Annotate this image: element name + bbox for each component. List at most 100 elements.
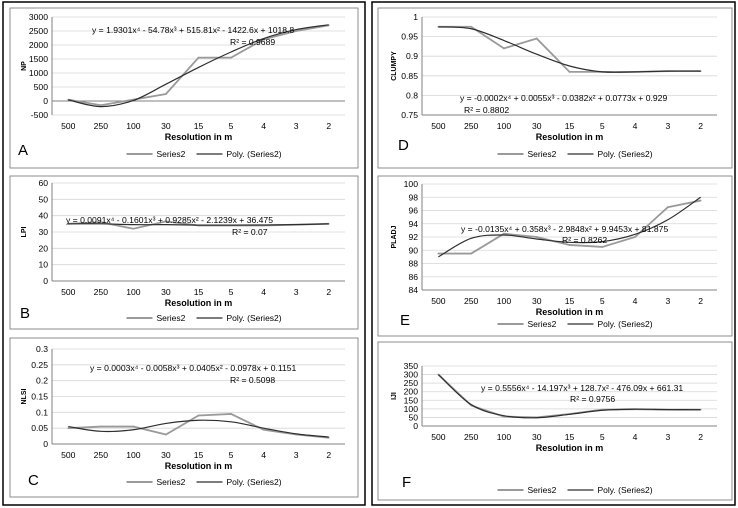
x-axis-title-e: Resolution in m [536,307,604,317]
y-axis-title-a: NP [21,61,28,71]
legend-series-label-d: Series2 [528,149,557,159]
y-tick-label-d: 0.95 [401,32,418,42]
legend-series-label-c: Series2 [157,477,186,487]
trendline-e [438,196,701,258]
series-point-e [437,252,440,255]
x-tick-label-d: 5 [600,121,605,131]
x-tick-label-b: 5 [229,287,234,297]
series-point-e [699,199,702,202]
legend-series-label-b: Series2 [157,313,186,323]
y-tick-label-a: 0 [43,96,48,106]
x-tick-label-a: 2 [326,121,331,131]
x-axis-title-a: Resolution in m [165,132,233,142]
x-tick-label-e: 30 [532,296,542,306]
y-tick-label-d: 0.85 [401,71,418,81]
x-tick-label-e: 3 [665,296,670,306]
x-tick-label-e: 15 [565,296,575,306]
series-point-d [535,37,538,40]
x-tick-label-e: 100 [497,296,512,306]
x-tick-label-b: 500 [61,287,76,297]
x-tick-label-a: 100 [126,121,141,131]
y-axis-title-e: PLADJ [391,225,398,248]
x-tick-label-e: 250 [464,296,479,306]
y-tick-label-b: 0 [43,276,48,286]
x-tick-label-b: 100 [126,287,141,297]
x-tick-label-f: 250 [464,432,479,442]
x-tick-label-d: 15 [565,121,575,131]
x-tick-label-c: 30 [161,450,171,460]
x-tick-label-a: 15 [194,121,204,131]
y-tick-label-f: 300 [404,370,419,380]
y-tick-label-e: 88 [408,259,418,269]
y-tick-label-a: 3000 [29,12,48,22]
y-tick-label-f: 0 [413,421,418,431]
chart-panel-c: 0 0.05 0.1 0.15 0.2 0.25 0.3 500 250 100 30 15 5 4 3 2 R… [9,337,359,498]
x-tick-label-c: 5 [229,450,234,460]
x-tick-label-b: 30 [161,287,171,297]
series-point-a [99,104,102,107]
y-tick-label-d: 1 [413,12,418,22]
y-axis-title-f: IJI [391,392,398,400]
y-tick-label-e: 90 [408,245,418,255]
y-tick-label-b: 20 [38,243,48,253]
x-tick-label-c: 2 [326,450,331,460]
y-tick-label-e: 100 [404,179,419,189]
series-point-c [230,413,232,415]
chart-box-d [377,7,733,169]
y-axis-title-c: NLSI [21,388,28,404]
series-point-a [165,93,167,95]
legend-fit-label-c: Poly. (Series2) [227,477,282,487]
series-point-c [67,427,70,430]
y-tick-label-c: 0.15 [31,392,48,402]
r-squared-c: R² = 0.5098 [230,375,275,385]
series-point-c [132,425,135,428]
y-tick-label-e: 84 [408,285,418,295]
x-tick-label-c: 15 [194,450,204,460]
x-tick-label-e: 4 [633,296,638,306]
trend-equation-f: y = 0.5556x⁴ - 14.197x³ + 128.7x² - 476.… [481,383,683,393]
trend-equation-a: y = 1.9301x⁴ - 54.78x³ + 515.81x² - 1422… [92,25,294,35]
legend-fit-label-a: Poly. (Series2) [227,149,282,159]
series-point-b [165,220,167,223]
y-tick-label-f: 100 [404,404,419,414]
x-tick-label-d: 500 [431,121,446,131]
series-point-c [165,433,167,436]
x-axis-title-c: Resolution in m [165,461,233,471]
y-tick-label-e: 96 [408,206,418,216]
series-point-c [99,425,102,428]
trendline-d [438,26,701,73]
y-tick-label-f: 200 [404,387,419,397]
r-squared-e: R² = 0.8262 [562,235,607,245]
series-point-c [197,414,200,417]
y-tick-label-a: 2500 [29,26,48,36]
series-point-e [470,252,473,255]
y-tick-label-c: 0.2 [36,376,48,386]
x-tick-label-f: 15 [565,432,575,442]
y-tick-label-b: 10 [38,260,48,270]
series-point-a [197,56,200,59]
x-tick-label-f: 500 [431,432,446,442]
panel-letter-e: E [400,312,410,329]
x-tick-label-f: 3 [665,432,670,442]
x-axis-title-b: Resolution in m [165,298,233,308]
trend-equation-d: y = -0.0002x⁴ + 0.0055x³ - 0.0382x² + 0.… [460,93,667,103]
x-tick-label-a: 4 [261,121,266,131]
r-squared-d: R² = 0.8802 [464,105,509,115]
y-tick-label-c: 0 [43,439,48,449]
legend-series-label-a: Series2 [157,149,186,159]
y-tick-label-e: 92 [408,232,418,242]
chart-panel-b: 0 10 20 30 40 50 60 500 250 100 30 15 5 4 3 2 Resolution… [9,175,359,330]
r-squared-f: R² = 0.9756 [570,394,615,404]
y-tick-label-f: 150 [404,395,419,405]
series-point-e [568,244,571,246]
y-tick-label-e: 94 [408,219,418,229]
x-tick-label-e: 500 [431,296,446,306]
y-tick-label-c: 0.05 [31,423,48,433]
legend-fit-label-d: Poly. (Series2) [598,149,653,159]
x-tick-label-d: 100 [497,121,512,131]
x-tick-label-c: 250 [94,450,109,460]
panel-letter-d: D [398,137,409,154]
chart-panel-e: 84 86 88 90 92 94 96 98 100 500 250 100 30 15 5 4 3 2 Reso… [377,175,733,337]
x-tick-label-c: 4 [261,450,266,460]
